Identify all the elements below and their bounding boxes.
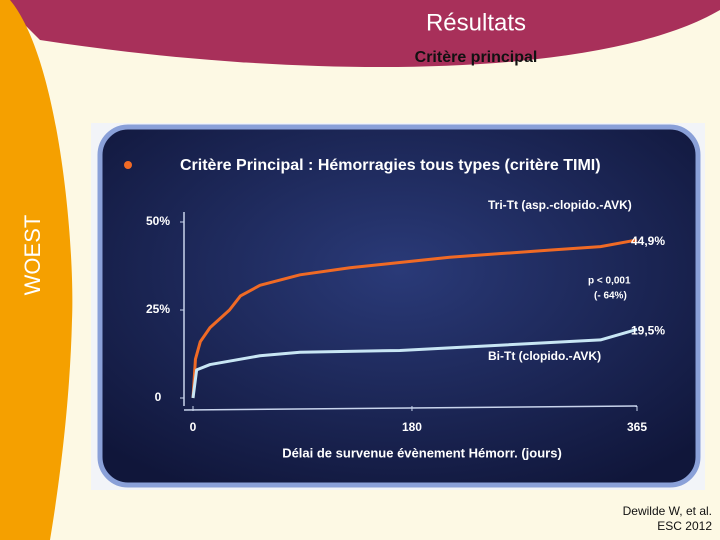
y-tick-label: 0	[155, 390, 162, 404]
citation: Dewilde W, et al.	[623, 504, 712, 518]
x-axis-label: Délai de survenue évènement Hémorr. (jou…	[282, 445, 562, 460]
chart-title: Critère Principal : Hémorragies tous typ…	[180, 157, 601, 174]
side-band	[0, 0, 73, 540]
header-band	[0, 0, 720, 68]
value-label: 19,5%	[631, 324, 665, 338]
legend-label: Tri-Tt (asp.-clopido.-AVK)	[488, 198, 632, 212]
y-tick-label: 50%	[146, 214, 170, 228]
x-tick-label: 0	[190, 420, 197, 434]
chart-panel	[97, 124, 701, 488]
x-tick-label: 180	[402, 420, 422, 434]
citation: ESC 2012	[657, 519, 712, 533]
x-tick-label: 365	[627, 420, 647, 434]
annotation: p < 0,001	[588, 276, 631, 287]
value-label: 44,9%	[631, 234, 665, 248]
x-axis	[183, 405, 638, 411]
bullet	[124, 161, 132, 169]
series-line	[191, 327, 638, 399]
series-line	[191, 238, 638, 399]
y-tick-label: 25%	[146, 302, 170, 316]
annotation: (- 64%)	[594, 291, 627, 302]
side-label: WOEST	[20, 215, 45, 296]
slide-subtitle: Critère principal	[415, 49, 538, 66]
slide-title: Résultats	[426, 9, 526, 36]
legend-label: Bi-Tt (clopido.-AVK)	[488, 349, 601, 363]
